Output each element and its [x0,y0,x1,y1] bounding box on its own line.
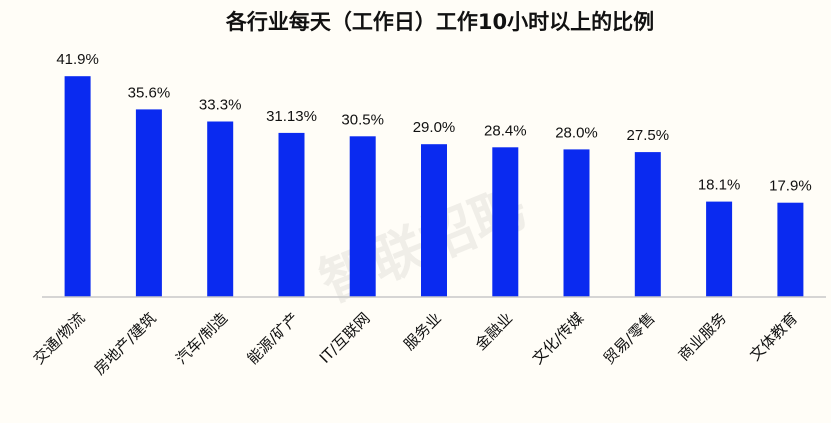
data-label: 18.1% [698,177,741,194]
category-label: 文体教育 [746,309,801,364]
bar [349,136,376,297]
data-label: 35.6% [128,84,171,101]
data-label: 17.9% [769,178,812,195]
bar [563,149,590,297]
bar [64,76,91,297]
data-label: 27.5% [627,127,670,144]
category-labels-group: 交通/物流 房地产/建筑 汽车/制造 能源/矿产 IT/互联网 服务业 金融业 文化/传媒 贸易… [30,309,802,378]
data-label: 33.3% [199,97,242,114]
bar [135,109,162,298]
bar [706,201,733,297]
data-labels-group: 41.9% 35.6% 33.3% 31.13% 30.5% 29.0% 28.4% 28.0… [56,51,811,195]
category-label: 贸易/零售 [600,309,659,368]
category-label: 金融业 [472,309,517,354]
category-label: 服务业 [400,309,445,354]
bar [207,121,234,297]
bar [421,144,447,297]
category-label: 能源/矿产 [244,309,303,368]
category-label: IT/互联网 [316,309,374,367]
data-label: 31.13% [266,108,317,125]
data-label: 28.4% [484,122,527,139]
category-label: 交通/物流 [30,309,89,368]
chart-title: 各行业每天（工作日）工作10小时以上的比例 [225,10,654,34]
bar [492,147,519,297]
category-label: 商业服务 [675,309,730,364]
bar [278,132,305,297]
data-label: 30.5% [341,111,384,128]
bar [777,202,804,297]
bar [634,152,661,297]
category-label: 房地产/建筑 [90,309,159,378]
category-label: 文化/传媒 [529,309,588,368]
data-label: 28.0% [555,124,598,141]
data-label: 29.0% [413,119,456,136]
data-label: 41.9% [56,51,99,68]
category-label: 汽车/制造 [172,309,231,368]
bars-group [64,76,804,298]
